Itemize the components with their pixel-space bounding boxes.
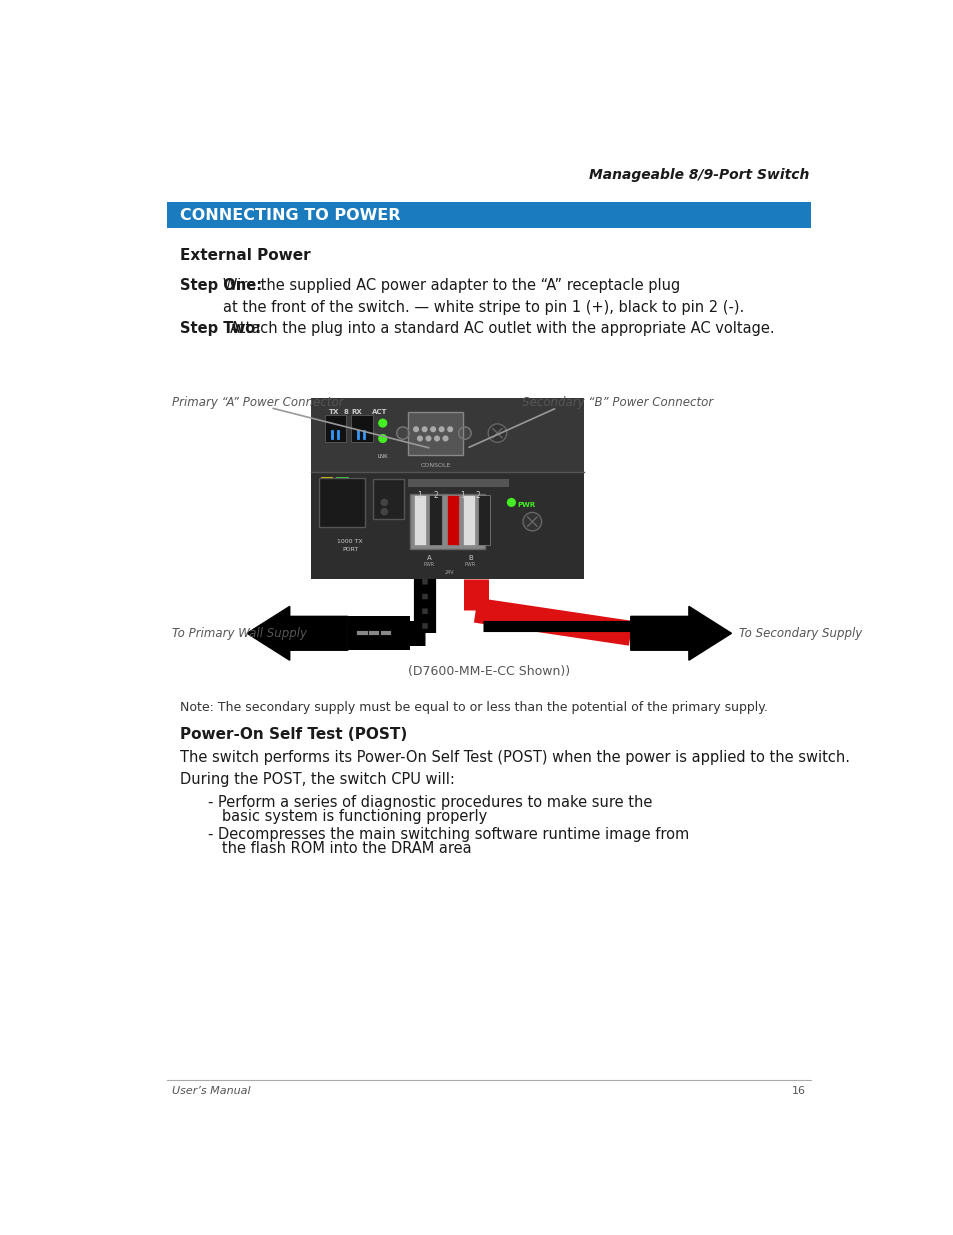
FancyBboxPatch shape — [429, 495, 441, 545]
Text: To Secondary Supply: To Secondary Supply — [739, 627, 862, 640]
Text: 16: 16 — [791, 1087, 805, 1097]
Circle shape — [396, 427, 409, 440]
Text: Wire the supplied AC power adapter to the “A” receptacle plug
at the front of th: Wire the supplied AC power adapter to th… — [223, 278, 743, 315]
Text: Manageable 8/9-Port Switch: Manageable 8/9-Port Switch — [588, 168, 808, 182]
Circle shape — [426, 436, 431, 441]
Text: PWR: PWR — [423, 562, 435, 567]
Circle shape — [381, 499, 387, 505]
Circle shape — [378, 419, 386, 427]
Text: RX: RX — [352, 409, 362, 415]
Text: - Decompresses the main switching software runtime image from: - Decompresses the main switching softwa… — [208, 827, 689, 842]
FancyBboxPatch shape — [311, 399, 583, 472]
FancyBboxPatch shape — [408, 479, 509, 487]
FancyBboxPatch shape — [408, 411, 463, 454]
Text: TX: TX — [328, 409, 338, 415]
FancyBboxPatch shape — [320, 477, 333, 485]
FancyBboxPatch shape — [167, 203, 810, 227]
FancyBboxPatch shape — [462, 495, 475, 545]
Text: PWR: PWR — [517, 501, 536, 508]
Circle shape — [439, 427, 443, 431]
Text: External Power: External Power — [179, 248, 310, 263]
Text: User’s Manual: User’s Manual — [172, 1087, 251, 1097]
Circle shape — [435, 436, 439, 441]
Text: PWR: PWR — [464, 562, 476, 567]
Text: basic system is functioning properly: basic system is functioning properly — [208, 809, 487, 824]
Text: Note: The secondary supply must be equal to or less than the potential of the pr: Note: The secondary supply must be equal… — [179, 701, 767, 714]
Circle shape — [443, 436, 447, 441]
FancyBboxPatch shape — [373, 478, 403, 519]
FancyBboxPatch shape — [477, 495, 490, 545]
Text: 2: 2 — [476, 490, 480, 500]
FancyBboxPatch shape — [348, 616, 410, 651]
Text: 1: 1 — [459, 490, 464, 500]
Text: Attach the plug into a standard AC outlet with the appropriate AC voltage.: Attach the plug into a standard AC outle… — [230, 321, 774, 336]
Text: To Primary Wall Supply: To Primary Wall Supply — [172, 627, 307, 640]
Circle shape — [507, 499, 515, 506]
Circle shape — [447, 427, 452, 431]
FancyBboxPatch shape — [335, 477, 348, 485]
Text: 1000 TX: 1000 TX — [337, 540, 363, 545]
FancyArrow shape — [247, 606, 348, 661]
Text: PORT: PORT — [342, 547, 358, 552]
Text: Primary “A” Power Connector: Primary “A” Power Connector — [172, 395, 343, 409]
Text: Secondary “B” Power Connector: Secondary “B” Power Connector — [521, 395, 713, 409]
FancyArrow shape — [630, 606, 731, 661]
FancyBboxPatch shape — [311, 399, 583, 579]
Circle shape — [381, 509, 387, 515]
FancyBboxPatch shape — [414, 495, 426, 545]
Circle shape — [417, 436, 422, 441]
FancyBboxPatch shape — [447, 495, 459, 545]
Text: (D7600-MM-E-CC Shown)): (D7600-MM-E-CC Shown)) — [408, 666, 569, 678]
Circle shape — [414, 427, 418, 431]
FancyBboxPatch shape — [319, 478, 365, 527]
Circle shape — [378, 435, 386, 442]
Circle shape — [488, 424, 506, 442]
Text: CONNECTING TO POWER: CONNECTING TO POWER — [179, 207, 399, 222]
Text: Step One:: Step One: — [179, 278, 261, 293]
Text: 1: 1 — [417, 490, 422, 500]
Text: Step Two:: Step Two: — [179, 321, 260, 336]
Text: A: A — [426, 555, 431, 561]
Text: the flash ROM into the DRAM area: the flash ROM into the DRAM area — [208, 841, 472, 856]
Text: B: B — [468, 555, 472, 561]
FancyBboxPatch shape — [410, 494, 484, 550]
Text: 24V: 24V — [444, 571, 454, 576]
Text: The switch performs its Power-On Self Test (POST) when the power is applied to t: The switch performs its Power-On Self Te… — [179, 751, 849, 787]
Text: ACT: ACT — [372, 409, 387, 415]
Text: 8: 8 — [344, 409, 349, 415]
Text: 2: 2 — [433, 490, 437, 500]
Text: LNK: LNK — [377, 454, 388, 459]
Text: Power-On Self Test (POST): Power-On Self Test (POST) — [179, 727, 407, 742]
Circle shape — [458, 427, 471, 440]
Circle shape — [431, 427, 435, 431]
Text: CONSOLE: CONSOLE — [420, 463, 450, 468]
Circle shape — [422, 427, 427, 431]
FancyBboxPatch shape — [324, 415, 346, 442]
FancyBboxPatch shape — [351, 415, 373, 442]
Circle shape — [522, 513, 541, 531]
Text: - Perform a series of diagnostic procedures to make sure the: - Perform a series of diagnostic procedu… — [208, 795, 652, 810]
